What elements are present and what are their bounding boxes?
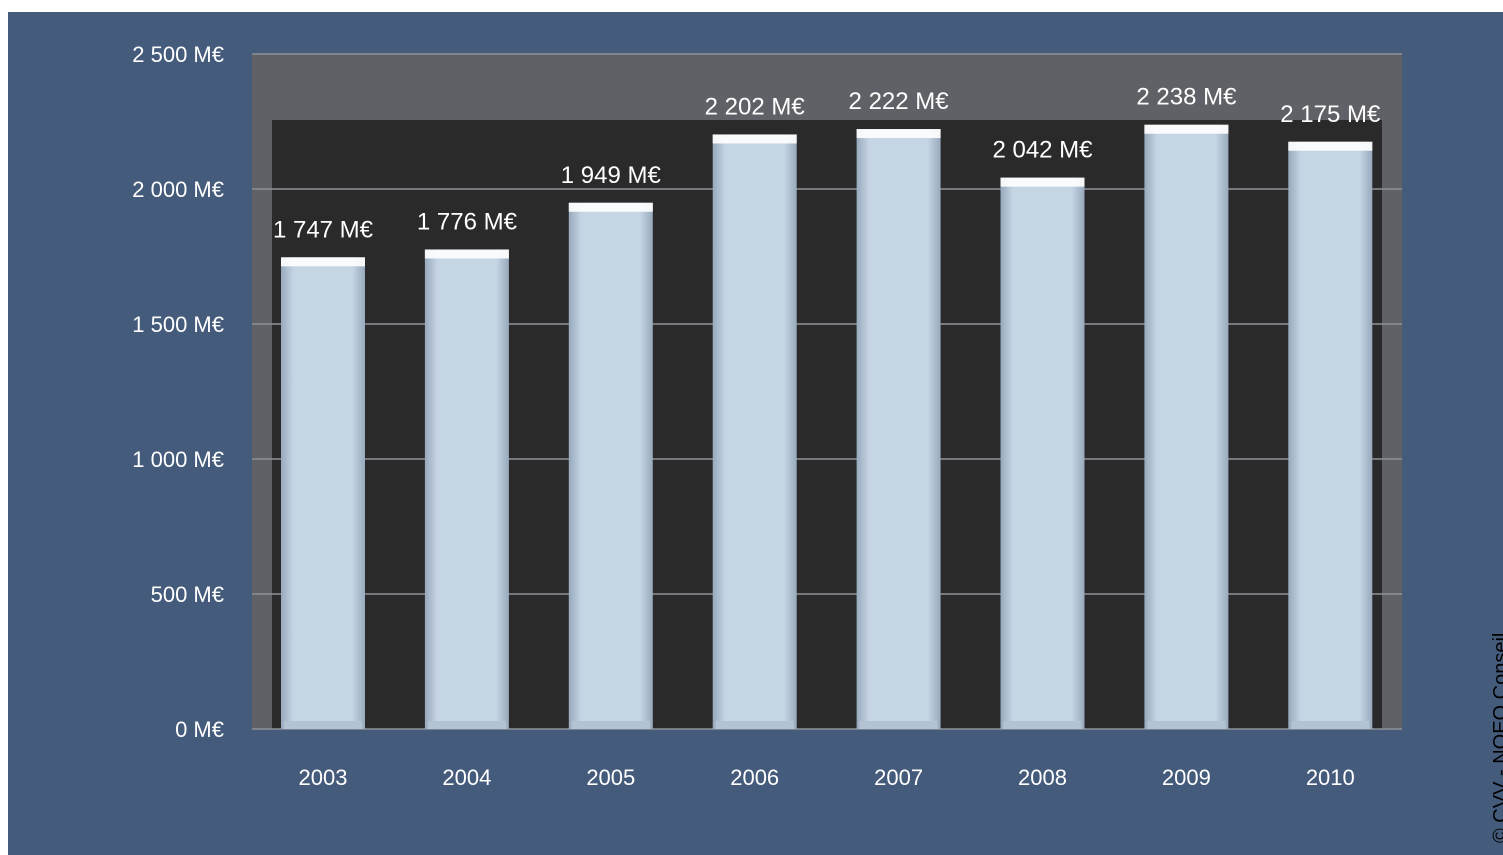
x-tick-label: 2004 [442,765,491,790]
x-tick-label: 2007 [874,765,923,790]
bar-top-face [1144,124,1229,134]
bar [856,129,941,729]
bar-top-face [1000,177,1085,187]
x-tick-label: 2009 [1162,765,1211,790]
x-tick-label: 2005 [586,765,635,790]
bar [568,202,653,729]
x-tick-label: 2010 [1306,765,1355,790]
y-tick-label: 0 M€ [175,717,224,742]
data-label: 2 222 M€ [849,88,950,115]
bar-top-face [281,257,365,267]
bar-body [424,249,509,730]
y-tick-label: 1 500 M€ [132,312,224,337]
bar-base [1147,721,1226,729]
bar-base [715,721,794,729]
bar-body [712,134,797,729]
bar [1144,124,1229,730]
y-tick-label: 2 500 M€ [132,42,224,67]
bar [1000,177,1085,729]
bar-top-face [712,134,797,144]
y-tick-label: 500 M€ [151,582,224,607]
data-labels: 1 747 M€ 1 776 M€ 1 949 M€ 2 202 M€ 2 222 M€… [273,84,1381,244]
data-label: 1 747 M€ [273,216,374,243]
bar-base [859,721,938,729]
bar-body [856,129,941,729]
data-label: 2 238 M€ [1136,84,1237,111]
bar [1288,141,1373,729]
bar [424,249,509,730]
x-axis-ticks: 2003 2004 2005 2006 2007 2008 2009 2010 [299,765,1355,790]
bar-base [284,721,362,729]
bar-base [427,721,506,729]
bar-body [281,257,365,729]
bar-base [571,721,650,729]
bar-top-face [424,249,509,259]
bar-top-face [856,129,941,139]
x-tick-label: 2006 [730,765,779,790]
bar-body [568,202,653,729]
data-label: 2 175 M€ [1280,101,1381,128]
copyright-credit: © CVV - NOEO Conseil [1490,632,1503,843]
data-label: 1 949 M€ [561,162,662,189]
x-tick-label: 2003 [299,765,348,790]
bar [712,134,797,729]
bar-body [1144,124,1229,730]
data-label: 2 202 M€ [705,93,806,120]
bar [281,257,365,729]
bar-top-face [568,202,653,212]
bar-base [1003,721,1082,729]
bars [281,124,1373,730]
y-tick-label: 1 000 M€ [132,447,224,472]
bar-body [1000,177,1085,729]
bar-base [1291,721,1370,729]
bar-body [1288,141,1373,729]
x-tick-label: 2008 [1018,765,1067,790]
data-label: 2 042 M€ [992,137,1093,164]
y-tick-label: 2 000 M€ [132,177,224,202]
data-label: 1 776 M€ [417,208,518,235]
y-axis-ticks: 0 M€ 500 M€ 1 000 M€ 1 500 M€ 2 000 M€ 2 500 … [132,42,224,742]
bar-top-face [1288,141,1373,151]
